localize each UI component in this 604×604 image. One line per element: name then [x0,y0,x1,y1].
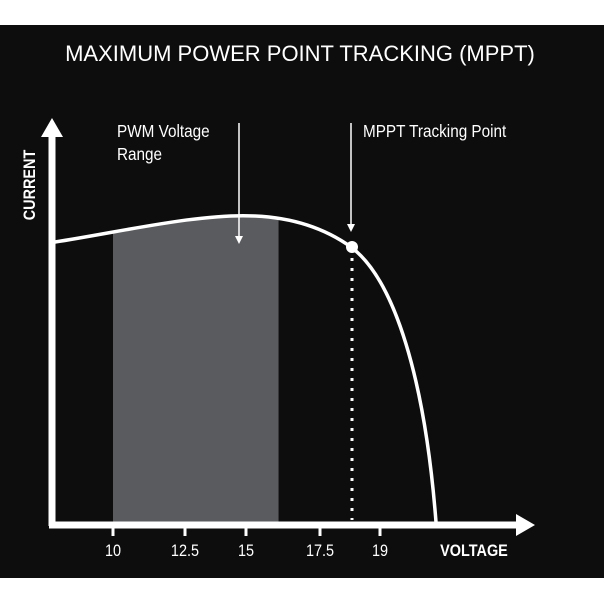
mppt-point-marker [346,241,358,253]
x-tick-label: 15 [238,542,254,560]
x-tick-label: 10 [105,542,121,560]
chart-panel [0,25,604,578]
pwm-label-line2: Range [117,144,162,164]
chart-title: MAXIMUM POWER POINT TRACKING (MPPT) [65,41,535,66]
pwm-voltage-range-area [113,215,279,522]
pwm-arrow-icon [235,236,243,244]
x-axis-label: VOLTAGE [440,542,508,560]
mppt-label: MPPT Tracking Point [363,121,507,141]
x-tick-label: 19 [372,542,388,560]
x-tick-label: 12.5 [171,542,199,560]
y-axis-arrow-icon [41,118,63,137]
x-axis-arrow-icon [516,514,535,536]
y-axis-label: CURRENT [21,149,39,220]
x-tick-label: 17.5 [306,542,334,560]
pwm-label-line1: PWM Voltage [117,121,210,141]
mppt-arrow-icon [347,224,355,232]
iv-curve-line [54,213,438,523]
